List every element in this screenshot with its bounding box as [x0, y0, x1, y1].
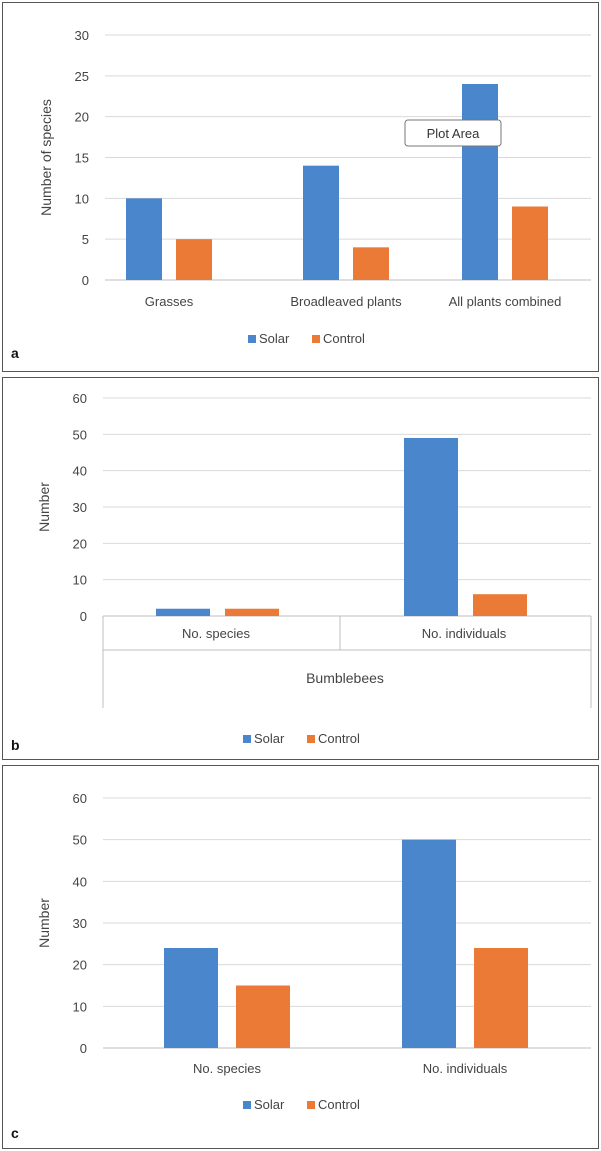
- chart-panel-a: 0 5 10 15 20 25 30 Number of species Grasses Broa…: [2, 2, 599, 372]
- panel-label: c: [11, 1125, 19, 1141]
- bar-solar-2: [462, 84, 498, 280]
- legend-swatch-solar: [243, 735, 251, 743]
- bar-control-1: [474, 948, 528, 1048]
- bar-solar-1: [404, 437, 458, 616]
- y-tick-label: 40: [73, 874, 87, 889]
- chart-a-svg: 0 5 10 15 20 25 30 Number of species Grasses Broa…: [11, 28, 591, 361]
- y-tick-label: 10: [75, 191, 89, 206]
- plot-area-tooltip: [404, 119, 502, 147]
- y-tick-label: 25: [75, 69, 89, 84]
- legend-label-solar: Solar: [259, 331, 290, 346]
- bar-solar-0: [164, 948, 218, 1048]
- bar-control-2: [512, 206, 548, 280]
- bar-solar-1: [303, 165, 339, 280]
- legend-label-solar: Solar: [254, 731, 285, 746]
- bar-solar-0: [126, 198, 162, 280]
- y-tick-label: 50: [73, 427, 87, 442]
- legend-label-control: Control: [323, 331, 365, 346]
- x-category-label: No. individuals: [423, 1061, 508, 1076]
- y-tick-label: 30: [73, 500, 87, 515]
- legend-label-solar: Solar: [254, 1097, 285, 1112]
- x-category-label: Broadleaved plants: [290, 294, 402, 309]
- bar-control-1: [353, 247, 389, 280]
- panel-label: a: [11, 345, 19, 361]
- bar-control-0: [176, 239, 212, 280]
- bar-control-0: [225, 608, 279, 616]
- y-tick-label: 15: [75, 151, 89, 166]
- chart-b-svg: 0 10 20 30 40 50 60 Number No. species No. indivi…: [11, 391, 592, 753]
- legend-swatch-control: [312, 335, 320, 343]
- y-tick-label: 20: [75, 110, 89, 125]
- plot-area-tooltip-text: Plot Area: [427, 126, 481, 141]
- legend-swatch-control: [307, 1101, 315, 1109]
- chart-panel-c: 0 10 20 30 40 50 60 Number No. species No. indivi…: [2, 765, 599, 1149]
- y-tick-label: 60: [73, 791, 87, 806]
- legend-label-control: Control: [318, 1097, 360, 1112]
- y-axis-label: Number: [36, 482, 52, 532]
- x-category-label: No. species: [182, 626, 250, 641]
- y-tick-label: 0: [80, 609, 87, 624]
- legend-swatch-solar: [243, 1101, 251, 1109]
- legend-swatch-control: [307, 735, 315, 743]
- y-tick-label: 50: [73, 833, 87, 848]
- x-category-label: No. species: [193, 1061, 261, 1076]
- y-tick-label: 0: [82, 273, 89, 288]
- y-axis-label: Number of species: [38, 99, 54, 216]
- y-tick-label: 0: [80, 1041, 87, 1056]
- y-axis-label: Number: [36, 898, 52, 948]
- y-tick-label: 10: [73, 999, 87, 1014]
- chart-panel-b: 0 10 20 30 40 50 60 Number No. species No. indivi…: [2, 377, 599, 760]
- legend-label-control: Control: [318, 731, 360, 746]
- y-tick-label: 20: [73, 536, 87, 551]
- x-axis-label: Bumblebees: [306, 670, 384, 686]
- x-category-label: All plants combined: [449, 294, 562, 309]
- y-tick-label: 30: [75, 28, 89, 43]
- bar-control-1: [473, 594, 527, 616]
- y-tick-label: 20: [73, 958, 87, 973]
- x-category-label: Grasses: [145, 294, 194, 309]
- chart-c-svg: 0 10 20 30 40 50 60 Number No. species No. indivi…: [11, 791, 591, 1141]
- bar-control-0: [236, 985, 290, 1048]
- y-tick-label: 40: [73, 464, 87, 479]
- x-category-label: No. individuals: [422, 626, 507, 641]
- y-tick-label: 5: [82, 232, 89, 247]
- legend-swatch-solar: [248, 335, 256, 343]
- bar-solar-1: [402, 839, 456, 1048]
- y-tick-label: 60: [73, 391, 87, 406]
- bar-solar-0: [156, 608, 210, 616]
- panel-label: b: [11, 737, 20, 753]
- y-tick-label: 10: [73, 573, 87, 588]
- y-tick-label: 30: [73, 916, 87, 931]
